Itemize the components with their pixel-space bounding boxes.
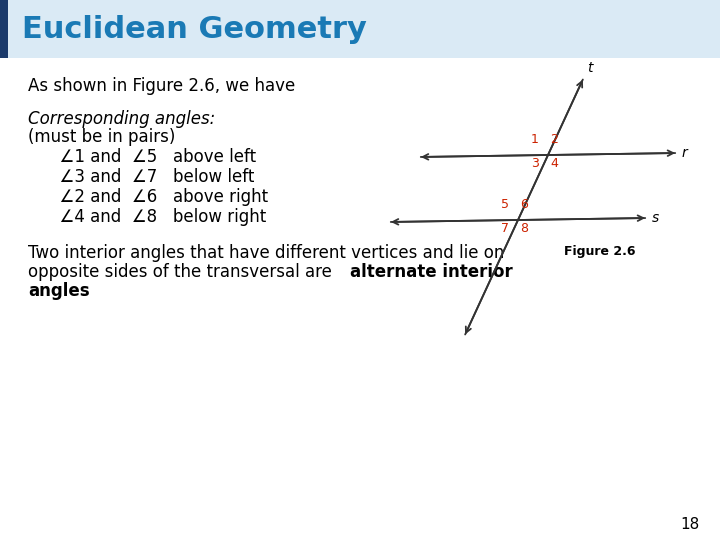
Text: As shown in Figure 2.6, we have: As shown in Figure 2.6, we have — [28, 77, 295, 95]
Text: ∠4 and  ∠8   below right: ∠4 and ∠8 below right — [28, 208, 266, 226]
FancyBboxPatch shape — [0, 0, 8, 58]
Text: r: r — [682, 146, 688, 160]
Text: angles: angles — [28, 282, 89, 300]
Text: t: t — [587, 61, 593, 75]
Text: alternate interior: alternate interior — [28, 263, 513, 281]
Text: .: . — [80, 282, 85, 300]
FancyBboxPatch shape — [0, 0, 720, 58]
Text: ∠2 and  ∠6   above right: ∠2 and ∠6 above right — [28, 188, 268, 206]
Text: opposite sides of the transversal are: opposite sides of the transversal are — [28, 263, 337, 281]
Text: ∠3 and  ∠7   below left: ∠3 and ∠7 below left — [28, 168, 254, 186]
Text: 6: 6 — [520, 198, 528, 211]
Text: 18: 18 — [680, 517, 700, 532]
Text: 1: 1 — [531, 133, 539, 146]
Text: Euclidean Geometry: Euclidean Geometry — [22, 15, 367, 44]
Text: 3: 3 — [531, 157, 539, 170]
Text: 2: 2 — [550, 133, 558, 146]
Text: 8: 8 — [520, 222, 528, 235]
Text: Figure 2.6: Figure 2.6 — [564, 245, 636, 258]
Text: s: s — [652, 211, 660, 225]
Text: 4: 4 — [550, 157, 558, 170]
Text: Corresponding angles:: Corresponding angles: — [28, 110, 215, 128]
Text: Two interior angles that have different vertices and lie on: Two interior angles that have different … — [28, 244, 505, 262]
Text: ∠1 and  ∠5   above left: ∠1 and ∠5 above left — [28, 148, 256, 166]
Text: 7: 7 — [501, 222, 509, 235]
Text: 5: 5 — [501, 198, 509, 211]
Text: (must be in pairs): (must be in pairs) — [28, 128, 176, 146]
